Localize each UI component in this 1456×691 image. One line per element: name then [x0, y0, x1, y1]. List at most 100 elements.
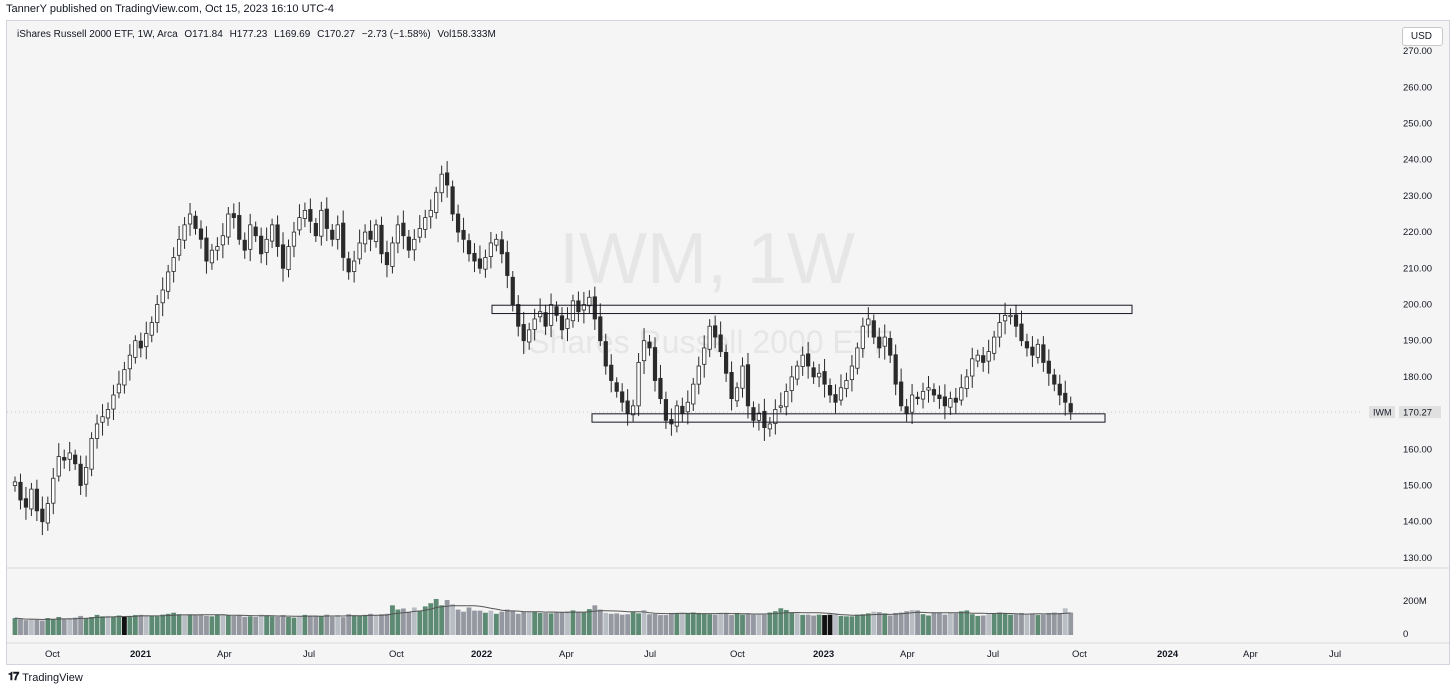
volume-bar [510, 610, 516, 635]
candle-body [215, 246, 220, 251]
candle [1063, 380, 1068, 416]
volume-bar [926, 615, 931, 635]
candle [986, 339, 991, 374]
candle [100, 404, 105, 436]
symbol-legend[interactable]: iShares Russell 2000 ETF, 1W, Arca O171.… [17, 29, 500, 40]
candle-body [248, 224, 253, 250]
candle-body [729, 372, 734, 400]
candle-body [472, 252, 477, 262]
candle [23, 486, 29, 520]
candle-body [390, 242, 395, 267]
time-tick-label: 2023 [813, 649, 834, 660]
candle-body [73, 454, 78, 465]
candle-body [724, 352, 729, 374]
candle [297, 204, 302, 236]
candle-body [434, 191, 439, 213]
volume-bar [980, 615, 986, 635]
candle-body [696, 365, 701, 385]
last-price-symbol-bg [1369, 406, 1395, 419]
price-tick-label: 220.00 [1403, 227, 1432, 238]
volume-bar [34, 619, 40, 635]
volume-bar [253, 616, 259, 635]
candle-body [155, 304, 160, 324]
volume-bar [854, 614, 860, 635]
volume-bar [1068, 612, 1074, 635]
candle-body [313, 223, 318, 237]
candle-body [970, 358, 975, 377]
candle [220, 223, 225, 259]
volume-bar [132, 615, 138, 635]
candle-body [171, 257, 176, 272]
volume-bar [991, 612, 997, 635]
candle-body [259, 235, 264, 255]
candle-body [40, 508, 45, 523]
candle-body [198, 228, 204, 240]
candle [269, 218, 275, 249]
candle [931, 383, 937, 403]
candle-body [455, 213, 461, 233]
volume-bar [198, 614, 204, 635]
candle [67, 441, 72, 472]
candle [406, 230, 411, 259]
candle [1013, 304, 1019, 338]
volume-bar [526, 612, 532, 635]
candle-body [166, 271, 171, 292]
candle-body [888, 337, 893, 356]
volume-bar [658, 615, 663, 635]
volume-bar [1019, 612, 1024, 635]
candle [499, 231, 504, 264]
candle [111, 384, 116, 421]
chart-frame[interactable]: IWM, 1W iShares Russell 2000 ETF 270.00 260… [6, 20, 1450, 665]
candle-body [899, 381, 904, 407]
volume-bar [116, 615, 122, 635]
volume-bar [833, 614, 838, 635]
legend-change: −2.73 (−1.58%) [361, 29, 431, 40]
candle-body [357, 242, 362, 260]
volume-bar [455, 609, 461, 635]
candle [953, 387, 958, 414]
candle [138, 332, 143, 358]
candle [368, 220, 373, 252]
volume-bar [893, 612, 899, 635]
candle-body [1046, 360, 1051, 374]
candle-body [658, 377, 663, 400]
candle-body [494, 238, 499, 246]
currency-button[interactable]: USD [1401, 27, 1443, 46]
volume-bar [679, 612, 685, 635]
candle [816, 363, 822, 388]
candle [335, 215, 340, 250]
volume-bar [975, 615, 981, 635]
candle [592, 286, 597, 330]
volume-bar [772, 611, 778, 635]
volume-bar [242, 616, 248, 635]
volume-bar [559, 612, 565, 635]
volume-bar [182, 615, 187, 635]
volume-bar [592, 605, 598, 635]
candle-body [417, 228, 422, 238]
candle-body [702, 347, 707, 365]
volume-bar [307, 615, 313, 635]
candle [614, 377, 619, 398]
price-chart[interactable]: IWM, 1W iShares Russell 2000 ETF 270.00 260… [7, 21, 1449, 664]
volume-bar [379, 614, 384, 635]
candle [598, 303, 603, 347]
candle [439, 165, 444, 203]
candle-body [237, 215, 242, 240]
candle [477, 245, 483, 274]
candle-body [532, 318, 537, 330]
candle-body [352, 260, 357, 272]
candle-body [789, 376, 794, 391]
volume-bar [942, 614, 948, 635]
candle-body [78, 463, 83, 486]
volume-bar [718, 613, 724, 635]
footer-brand[interactable]: 𝟏𝟕 TradingView [8, 671, 83, 684]
candle [729, 361, 734, 411]
candle-body [510, 276, 515, 305]
time-tick-label: Oct [1072, 649, 1087, 660]
volume-bar [636, 613, 641, 635]
volume-bar [302, 614, 308, 635]
volume-bar [493, 613, 499, 635]
candle [313, 217, 318, 242]
time-tick-label: 2024 [1157, 649, 1179, 660]
candle [51, 468, 56, 515]
